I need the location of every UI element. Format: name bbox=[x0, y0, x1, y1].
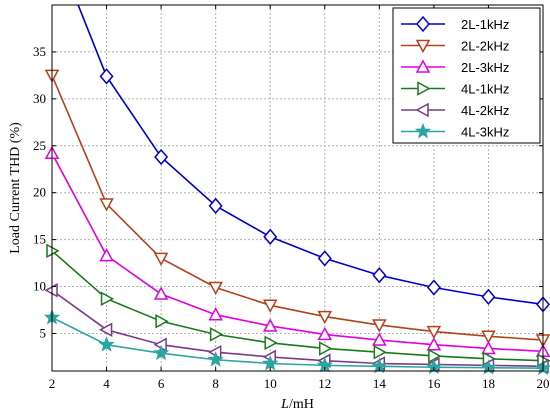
x-axis-label-unit: /mH bbox=[289, 397, 314, 412]
x-tick-label: 10 bbox=[264, 376, 277, 391]
data-point bbox=[98, 322, 113, 337]
series-4L-1kHz bbox=[46, 243, 550, 368]
x-tick-label: 12 bbox=[318, 376, 331, 391]
data-point bbox=[99, 68, 114, 85]
series-2L-1kHz bbox=[77, 5, 550, 313]
data-point bbox=[208, 281, 223, 296]
legend-marker bbox=[417, 81, 431, 96]
ticks: 2 4 6 8 10 12 14 16 18 20 5 10 15 20 25 30 35 bbox=[33, 5, 550, 391]
data-point bbox=[208, 307, 223, 321]
legend-item: 2L-2kHz bbox=[401, 39, 509, 54]
x-tick-label: 18 bbox=[482, 376, 495, 391]
data-point bbox=[208, 197, 223, 214]
data-point bbox=[262, 299, 278, 313]
plot-frame bbox=[51, 4, 544, 372]
y-tick-label: 15 bbox=[33, 232, 46, 247]
legend-marker bbox=[414, 122, 432, 139]
legend-item: 2L-1kHz bbox=[401, 15, 509, 33]
data-point bbox=[262, 318, 278, 332]
data-point bbox=[426, 279, 441, 296]
x-axis-label: L/mH bbox=[280, 397, 314, 412]
series-4L-3kHz bbox=[43, 308, 550, 376]
legend-label: 4L-3kHz bbox=[461, 125, 509, 140]
data-point bbox=[98, 336, 115, 352]
data-point bbox=[373, 344, 387, 360]
data-point bbox=[154, 148, 169, 166]
y-tick-label: 25 bbox=[33, 138, 46, 153]
data-point bbox=[481, 340, 496, 355]
legend-label: 4L-1kHz bbox=[461, 82, 509, 97]
series-line bbox=[77, 5, 543, 306]
x-tick-label: 16 bbox=[427, 376, 441, 391]
y-tick-label: 5 bbox=[40, 325, 47, 340]
data-point bbox=[372, 267, 387, 284]
data-point bbox=[481, 330, 496, 344]
data-point bbox=[153, 286, 169, 300]
data-point bbox=[426, 337, 442, 351]
data-point bbox=[372, 332, 387, 346]
x-tick-label: 14 bbox=[373, 376, 387, 391]
y-tick-label: 30 bbox=[33, 91, 46, 106]
series-2L-3kHz bbox=[44, 145, 550, 358]
legend-label: 2L-1kHz bbox=[461, 17, 509, 32]
legend-label: 4L-2kHz bbox=[461, 103, 509, 118]
data-point bbox=[100, 291, 115, 307]
data-point bbox=[153, 252, 169, 266]
data-point bbox=[155, 313, 169, 329]
legend-item: 2L-3kHz bbox=[401, 59, 509, 75]
data-point bbox=[99, 198, 114, 212]
series-line bbox=[52, 289, 543, 368]
y-tick-label: 20 bbox=[33, 185, 46, 200]
y-tick-label: 35 bbox=[33, 44, 46, 59]
legend-marker bbox=[415, 39, 431, 54]
legend: 2L-1kHz 2L-2kHz 2L-3kHz 4L-1kHz 4L-2kHz 4L-3k… bbox=[392, 7, 541, 144]
data-point bbox=[426, 325, 442, 340]
data-point bbox=[319, 341, 333, 356]
data-point bbox=[99, 248, 114, 262]
legend-item: 4L-1kHz bbox=[401, 81, 509, 97]
series-line bbox=[52, 316, 543, 369]
series-line bbox=[52, 152, 543, 353]
legend-label: 2L-3kHz bbox=[461, 60, 509, 75]
data-point bbox=[428, 348, 442, 364]
y-axis-label: Load Current THD (%) bbox=[8, 122, 23, 254]
data-point bbox=[209, 327, 224, 342]
data-point bbox=[152, 344, 170, 361]
data-point bbox=[317, 250, 332, 267]
x-tick-label: 8 bbox=[212, 376, 219, 391]
legend-marker bbox=[415, 102, 429, 118]
data-point bbox=[262, 354, 279, 371]
data-point bbox=[317, 326, 333, 341]
legend-item: 4L-2kHz bbox=[401, 102, 509, 118]
data-point bbox=[317, 310, 333, 325]
x-tick-label: 2 bbox=[49, 376, 56, 391]
x-tick-label: 20 bbox=[537, 376, 550, 391]
series-4L-2kHz bbox=[44, 283, 549, 374]
legend-marker bbox=[415, 59, 431, 73]
x-tick-label: 4 bbox=[103, 376, 110, 391]
data-point bbox=[481, 288, 496, 306]
x-tick-label: 6 bbox=[158, 376, 165, 391]
series-line bbox=[52, 250, 543, 362]
y-tick-label: 10 bbox=[33, 279, 46, 294]
x-axis-label-italic: L bbox=[280, 397, 289, 412]
data-point bbox=[263, 228, 278, 245]
series-line bbox=[52, 75, 543, 341]
legend-marker bbox=[416, 15, 430, 33]
data-point bbox=[264, 335, 278, 351]
legend-box bbox=[392, 7, 541, 144]
data-point bbox=[207, 351, 224, 367]
legend-item: 4L-3kHz bbox=[401, 122, 509, 140]
data-point bbox=[372, 319, 387, 333]
legend-label: 2L-2kHz bbox=[461, 39, 509, 54]
